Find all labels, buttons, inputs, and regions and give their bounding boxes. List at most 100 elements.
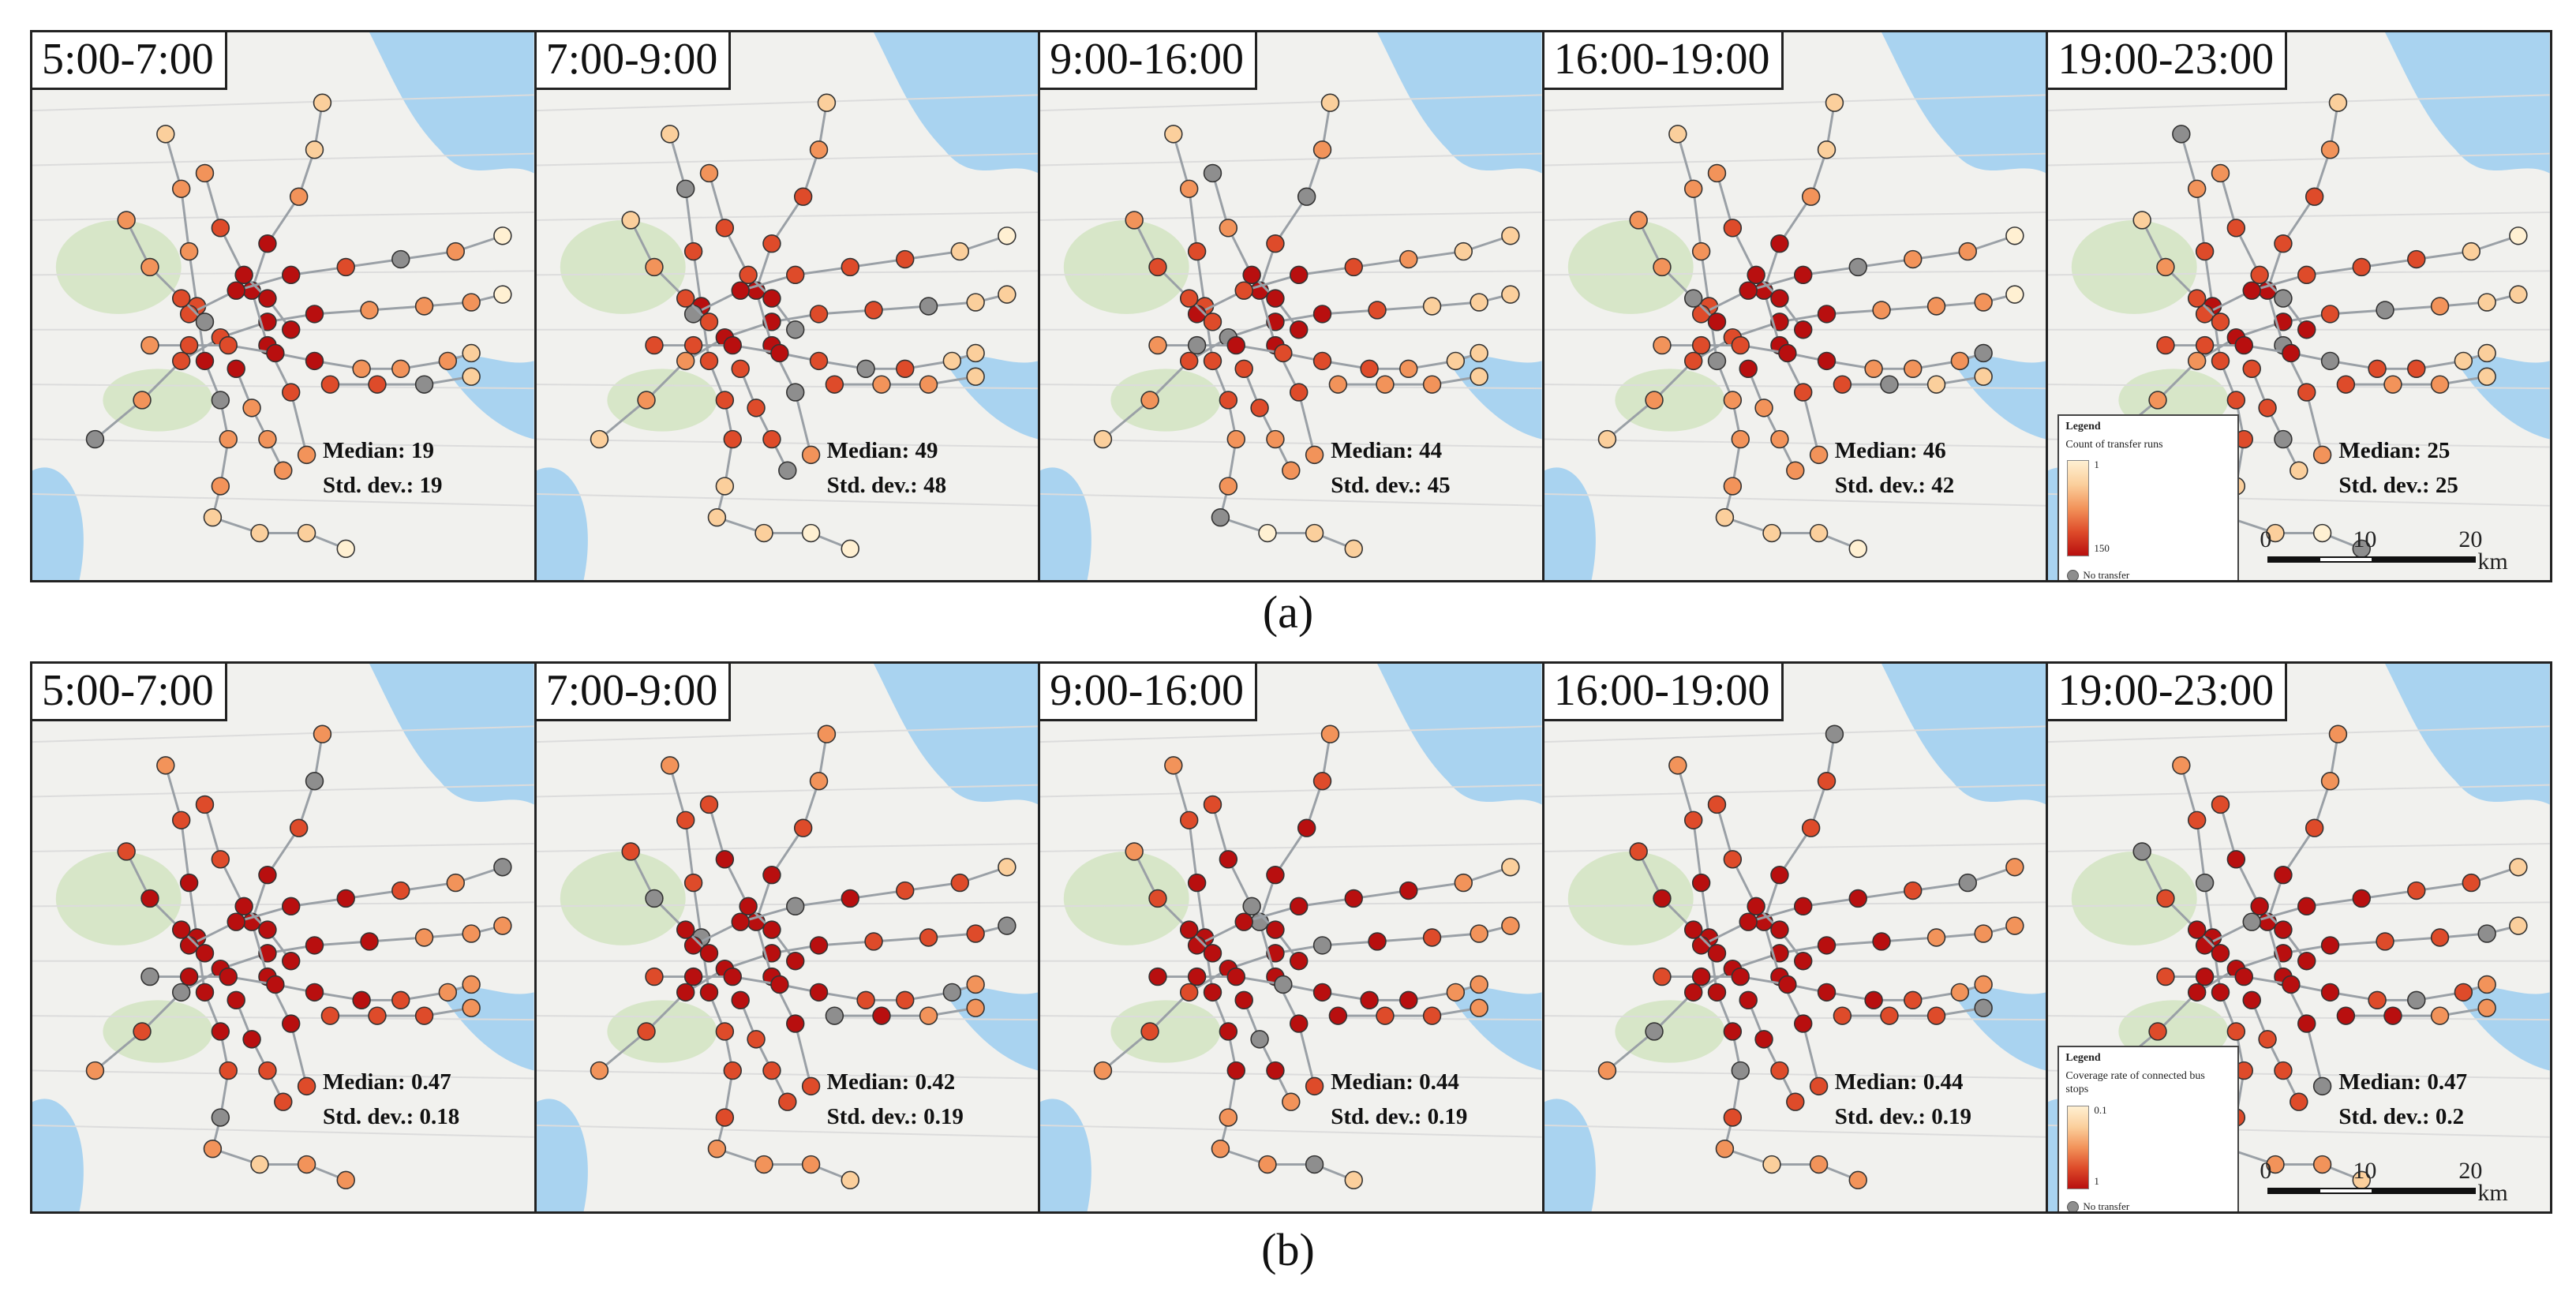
station-marker — [1848, 257, 1867, 277]
median-label: Median: 0.44 — [1834, 1069, 1964, 1095]
lake-area — [873, 32, 1039, 174]
station-marker — [1747, 265, 1765, 285]
station-marker — [171, 920, 191, 939]
map-panel-a3: 9:00-16:00 Median: 44 Std. dev.: 45 — [1040, 32, 1544, 580]
station-marker — [462, 975, 481, 994]
green-area — [606, 1000, 717, 1063]
station-marker — [1312, 351, 1332, 371]
std-dev-label: Std. dev.: 42 — [1834, 473, 1955, 498]
station-marker — [1266, 865, 1285, 885]
station-marker — [2227, 850, 2246, 869]
station-marker — [746, 1030, 766, 1049]
station-marker — [2242, 281, 2262, 300]
station-marker — [1226, 967, 1246, 986]
station-marker — [1305, 1155, 1324, 1174]
station-marker — [462, 367, 481, 386]
station-marker — [1793, 1014, 1813, 1033]
station-marker — [2352, 889, 2372, 908]
station-marker — [1312, 140, 1332, 159]
station-marker — [1344, 257, 1364, 277]
station-marker — [856, 359, 875, 379]
station-marker — [2172, 125, 2191, 144]
station-marker — [1723, 391, 1742, 410]
station-marker — [644, 889, 664, 908]
station-marker — [1833, 375, 1852, 394]
road — [2048, 384, 2550, 390]
station-marker — [462, 293, 481, 312]
color-ramp — [2067, 1106, 2090, 1189]
station-marker — [2172, 756, 2191, 775]
metro-map — [536, 32, 1039, 580]
station-marker — [1423, 928, 1442, 947]
median-label: Median: 0.42 — [826, 1069, 956, 1095]
station-marker — [777, 1092, 797, 1111]
station-marker — [1188, 967, 1207, 986]
metro-line — [629, 851, 710, 954]
road — [536, 784, 1039, 798]
station-marker — [739, 897, 758, 916]
green-area — [1615, 369, 1725, 432]
scale-unit: km — [2477, 548, 2508, 575]
station-marker — [785, 383, 805, 402]
map-panel-a5: 19:00-23:00 Median: 25 Std. dev.: 25 Lege… — [2048, 32, 2550, 580]
station-marker — [1320, 93, 1340, 112]
station-marker — [644, 257, 664, 277]
station-marker — [1148, 967, 1167, 986]
station-marker — [723, 335, 742, 355]
station-marker — [85, 429, 105, 449]
station-marker — [2196, 967, 2215, 986]
station-marker — [2282, 975, 2301, 994]
map-panel-b5: 19:00-23:00 Median: 0.47 Std. dev.: 0.2 L… — [2048, 664, 2550, 1211]
station-marker — [140, 967, 159, 986]
station-marker — [320, 1006, 340, 1025]
station-marker — [660, 125, 680, 144]
panel-stats: Median: 44 Std. dev.: 45 — [1331, 433, 1450, 503]
station-marker — [2337, 375, 2356, 394]
road — [536, 438, 1039, 448]
station-marker — [754, 1155, 773, 1174]
station-marker — [997, 226, 1017, 245]
station-marker — [707, 507, 726, 527]
scale-tick-20: 20 — [2458, 526, 2483, 552]
station-marker — [785, 265, 805, 285]
station-marker — [1754, 399, 1773, 417]
station-marker — [1762, 523, 1781, 543]
station-marker — [2196, 335, 2215, 355]
station-marker — [2188, 289, 2207, 308]
road — [32, 1015, 534, 1021]
station-marker — [1219, 219, 1238, 238]
station-marker — [2227, 391, 2246, 410]
station-marker — [683, 305, 702, 324]
station-marker — [1739, 359, 1758, 379]
station-marker — [1958, 241, 1977, 261]
median-label: Median: 0.47 — [2338, 1069, 2468, 1095]
station-marker — [493, 285, 512, 304]
station-marker — [313, 724, 332, 743]
metro-line — [125, 219, 206, 323]
station-marker — [2313, 1155, 2332, 1174]
station-marker — [809, 140, 828, 159]
station-marker — [683, 335, 702, 355]
green-area — [1615, 1000, 1725, 1063]
station-marker — [1203, 313, 1222, 331]
station-marker — [250, 523, 269, 543]
station-marker — [1290, 1014, 1309, 1033]
station-marker — [1653, 889, 1672, 908]
std-dev-label: Std. dev.: 48 — [826, 473, 947, 498]
station-marker — [1668, 756, 1687, 775]
median-label: Median: 46 — [1834, 438, 1946, 463]
panel-title: 19:00-23:00 — [2048, 664, 2288, 721]
station-marker — [723, 1061, 742, 1080]
station-marker — [2196, 241, 2215, 261]
panel-stats: Median: 49 Std. dev.: 48 — [827, 433, 946, 503]
station-marker — [1188, 335, 1207, 355]
station-marker — [777, 461, 797, 480]
station-marker — [769, 343, 789, 363]
station-marker — [1320, 724, 1340, 743]
station-marker — [1266, 289, 1285, 308]
station-marker — [2407, 881, 2426, 900]
std-dev-label: Std. dev.: 0.19 — [1834, 1104, 1972, 1129]
station-marker — [1258, 1155, 1277, 1174]
std-dev-label: Std. dev.: 0.18 — [323, 1104, 460, 1129]
station-marker — [2431, 297, 2450, 316]
